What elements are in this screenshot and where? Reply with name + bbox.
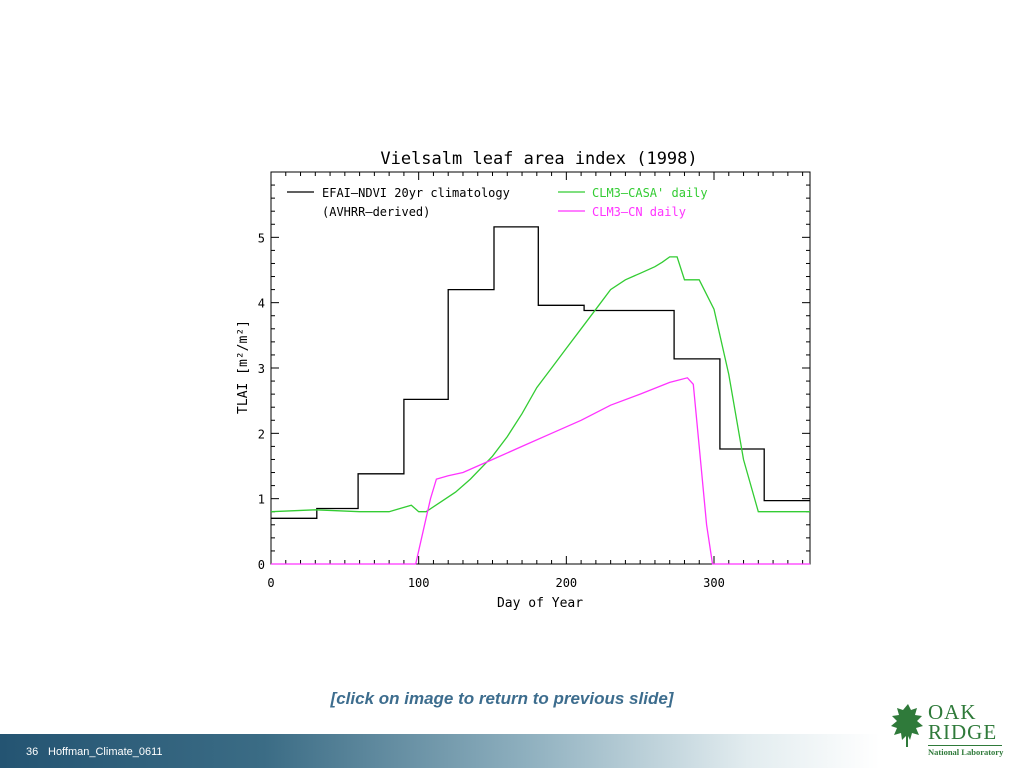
- y-tick-label: 3: [258, 362, 265, 376]
- slide-number: 36: [26, 746, 39, 758]
- y-tick-label: 4: [258, 297, 265, 311]
- x-tick-label: 0: [267, 576, 274, 590]
- plot-frame: [270, 171, 811, 565]
- legend-label-0: EFAI–NDVI 20yr climatology: [322, 186, 510, 200]
- legend-label-2: CLM3–CN daily: [592, 205, 686, 219]
- legend-label-1: CLM3–CASA' daily: [592, 186, 708, 200]
- footer-label: Hoffman_Climate_0611: [48, 746, 163, 758]
- y-tick-label: 5: [258, 231, 265, 245]
- x-tick-label: 100: [408, 576, 430, 590]
- series-line-1: [270, 256, 810, 513]
- legend: EFAI–NDVI 20yr climatology (AVHRR–derived…: [287, 186, 708, 219]
- logo-ridge-text: RIDGE: [928, 720, 998, 744]
- legend-label-0-line2: (AVHRR–derived): [322, 205, 430, 219]
- oak-leaf-icon: [891, 704, 923, 747]
- oak-ridge-logo: OAK RIDGE National Laboratory: [890, 700, 1010, 764]
- chart-svg: Vielsalm leaf area index (1998) Day of Y…: [236, 149, 811, 611]
- y-tick-label: 1: [258, 493, 265, 507]
- y-tick-label: 2: [258, 427, 265, 441]
- return-to-previous-slide-link[interactable]: [click on image to return to previous sl…: [330, 689, 674, 708]
- y-axis-label: TLAI [m²/m²]: [236, 320, 251, 414]
- series-line-2: [271, 377, 810, 565]
- x-tick-label: 300: [703, 576, 725, 590]
- x-tick-label: 200: [555, 576, 577, 590]
- y-tick-label: 0: [258, 558, 265, 572]
- logo-national-laboratory-text: National Laboratory: [928, 747, 1004, 757]
- chart-title: Vielsalm leaf area index (1998): [380, 149, 697, 169]
- series-layer: [270, 226, 810, 565]
- logo-oak-text: OAK: [928, 700, 977, 724]
- axis-ticks: 0 100 200 300 0 1 2 3 4 5: [258, 172, 810, 590]
- logo-divider: [928, 745, 1002, 746]
- series-line-0: [271, 226, 810, 519]
- x-axis-label: Day of Year: [497, 596, 583, 611]
- footer-bar: [0, 734, 880, 768]
